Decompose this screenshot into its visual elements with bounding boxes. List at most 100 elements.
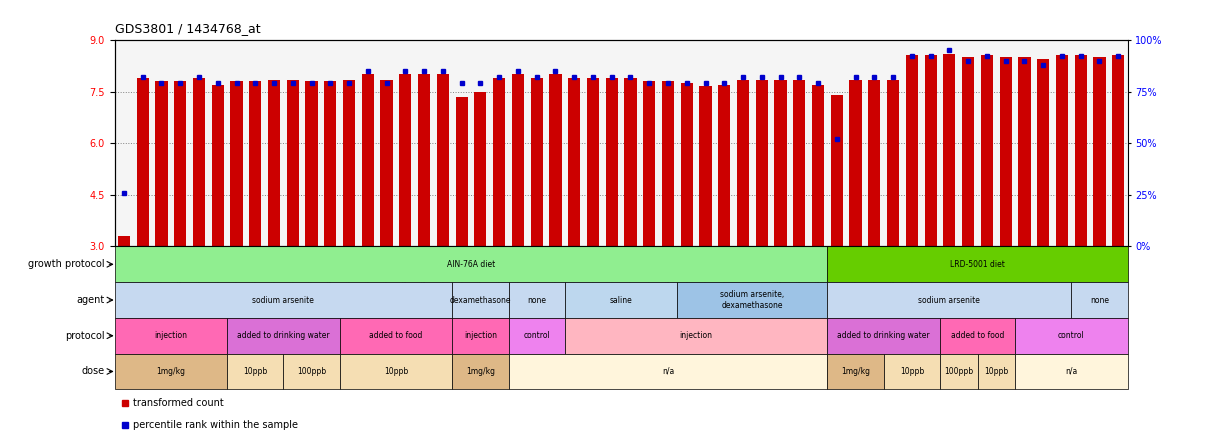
Text: n/a: n/a bbox=[662, 367, 674, 376]
Bar bbox=[564, 282, 678, 318]
Text: 1mg/kg: 1mg/kg bbox=[157, 367, 186, 376]
Bar bbox=[1112, 56, 1124, 246]
Text: added to drinking water: added to drinking water bbox=[238, 331, 329, 340]
Bar bbox=[550, 75, 562, 246]
Text: control: control bbox=[523, 331, 550, 340]
Bar bbox=[324, 81, 336, 246]
Bar bbox=[978, 353, 1015, 389]
Bar bbox=[719, 85, 731, 246]
Text: none: none bbox=[527, 296, 546, 305]
Bar bbox=[193, 78, 205, 246]
Bar bbox=[268, 79, 280, 246]
Bar bbox=[174, 81, 186, 246]
Bar bbox=[118, 236, 130, 246]
Bar bbox=[1056, 56, 1069, 246]
Bar bbox=[962, 57, 974, 246]
Bar bbox=[287, 79, 299, 246]
Bar bbox=[925, 56, 937, 246]
Text: percentile rank within the sample: percentile rank within the sample bbox=[133, 420, 298, 431]
Bar bbox=[362, 75, 374, 246]
Text: sodium arsenite: sodium arsenite bbox=[919, 296, 980, 305]
Text: control: control bbox=[1058, 331, 1084, 340]
Text: added to food: added to food bbox=[369, 331, 422, 340]
Bar bbox=[227, 318, 340, 353]
Text: growth protocol: growth protocol bbox=[28, 259, 105, 270]
Text: dose: dose bbox=[81, 366, 105, 377]
Bar bbox=[283, 353, 340, 389]
Bar bbox=[493, 78, 505, 246]
Text: dexamethasone: dexamethasone bbox=[450, 296, 511, 305]
Bar bbox=[906, 56, 918, 246]
Bar bbox=[1000, 57, 1012, 246]
Text: 10ppb: 10ppb bbox=[984, 367, 1008, 376]
Bar bbox=[643, 81, 655, 246]
Bar bbox=[115, 353, 227, 389]
Bar bbox=[680, 83, 693, 246]
Text: 1mg/kg: 1mg/kg bbox=[841, 367, 870, 376]
Bar bbox=[381, 79, 393, 246]
Text: n/a: n/a bbox=[1065, 367, 1077, 376]
Bar bbox=[774, 79, 786, 246]
Text: LRD-5001 diet: LRD-5001 diet bbox=[950, 260, 1005, 269]
Bar bbox=[868, 79, 880, 246]
Bar bbox=[699, 87, 712, 246]
Bar bbox=[156, 81, 168, 246]
Bar bbox=[884, 353, 939, 389]
Bar bbox=[1071, 282, 1128, 318]
Bar bbox=[452, 318, 509, 353]
Bar bbox=[943, 54, 955, 246]
Text: injection: injection bbox=[464, 331, 497, 340]
Text: 1mg/kg: 1mg/kg bbox=[466, 367, 494, 376]
Bar bbox=[980, 56, 993, 246]
Bar bbox=[756, 79, 768, 246]
Text: 10ppb: 10ppb bbox=[384, 367, 408, 376]
Bar bbox=[564, 318, 827, 353]
Bar bbox=[115, 246, 827, 282]
Bar bbox=[587, 78, 599, 246]
Bar bbox=[662, 81, 674, 246]
Bar bbox=[827, 246, 1128, 282]
Bar bbox=[418, 75, 431, 246]
Bar bbox=[452, 282, 509, 318]
Bar bbox=[115, 318, 227, 353]
Bar bbox=[509, 353, 827, 389]
Text: 100ppb: 100ppb bbox=[297, 367, 326, 376]
Text: 100ppb: 100ppb bbox=[944, 367, 973, 376]
Text: 10ppb: 10ppb bbox=[900, 367, 924, 376]
Bar bbox=[1075, 56, 1087, 246]
Text: saline: saline bbox=[610, 296, 632, 305]
Bar bbox=[509, 282, 564, 318]
Bar bbox=[888, 79, 900, 246]
Text: sodium arsenite: sodium arsenite bbox=[252, 296, 315, 305]
Bar bbox=[212, 85, 224, 246]
Text: none: none bbox=[1090, 296, 1110, 305]
Bar bbox=[511, 75, 525, 246]
Bar bbox=[452, 353, 509, 389]
Bar bbox=[794, 79, 806, 246]
Bar bbox=[340, 318, 452, 353]
Bar bbox=[568, 78, 580, 246]
Text: transformed count: transformed count bbox=[133, 398, 223, 408]
Bar bbox=[115, 282, 452, 318]
Bar bbox=[1037, 59, 1049, 246]
Text: protocol: protocol bbox=[65, 331, 105, 341]
Bar bbox=[399, 75, 411, 246]
Text: sodium arsenite,
dexamethasone: sodium arsenite, dexamethasone bbox=[720, 290, 785, 310]
Text: added to drinking water: added to drinking water bbox=[837, 331, 930, 340]
Bar bbox=[474, 91, 486, 246]
Bar bbox=[827, 318, 939, 353]
Bar bbox=[1094, 57, 1106, 246]
Bar bbox=[737, 79, 749, 246]
Bar bbox=[625, 78, 637, 246]
Bar bbox=[1015, 353, 1128, 389]
Bar bbox=[230, 81, 242, 246]
Text: 10ppb: 10ppb bbox=[244, 367, 268, 376]
Bar bbox=[227, 353, 283, 389]
Bar bbox=[827, 282, 1071, 318]
Bar bbox=[305, 81, 317, 246]
Bar bbox=[605, 78, 617, 246]
Bar bbox=[437, 75, 449, 246]
Bar bbox=[343, 79, 356, 246]
Bar bbox=[939, 353, 978, 389]
Bar bbox=[136, 78, 148, 246]
